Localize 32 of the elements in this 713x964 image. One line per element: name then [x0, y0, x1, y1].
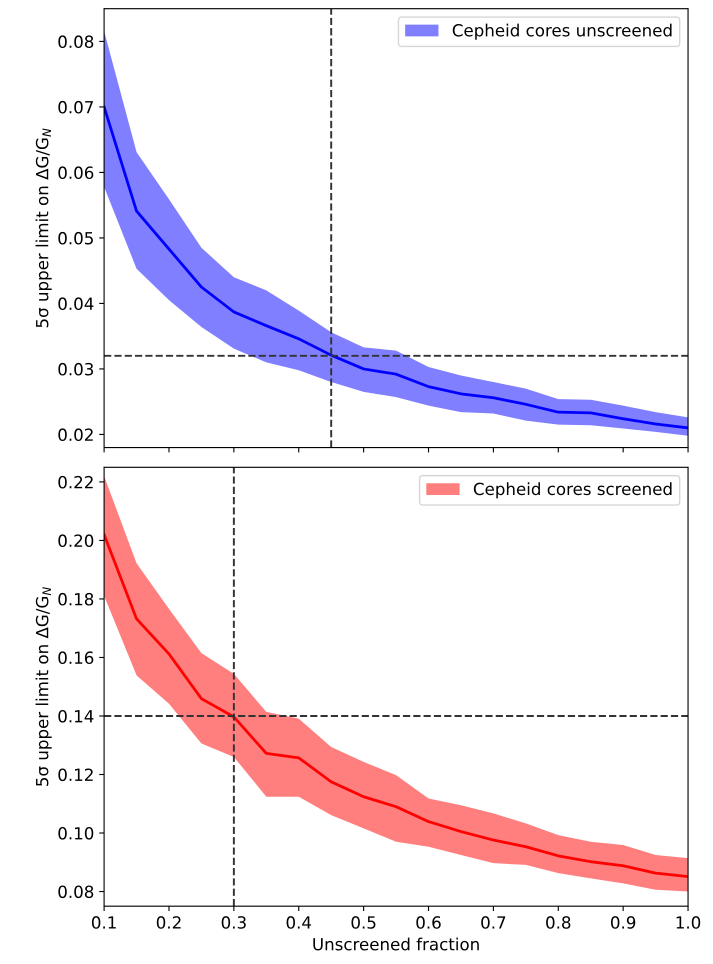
x-tick-label: 0.8 [546, 916, 570, 929]
legend-label: Cepheid cores screened [474, 482, 672, 498]
x-tick-label: 1.0 [676, 916, 700, 929]
y-tick-label: 0.06 [58, 166, 94, 179]
y-tick-label: 0.07 [58, 100, 93, 114]
x-tick-label: 0.7 [481, 916, 506, 929]
x-axis-title: Unscreened fraction [313, 938, 479, 950]
y-tick-label: 0.10 [58, 826, 94, 840]
y-tick-label: 0.05 [58, 232, 93, 245]
x-tick-label: 0.5 [351, 916, 376, 929]
y-tick-label: 0.22 [58, 476, 93, 488]
y-tick-label: 0.14 [58, 710, 94, 723]
x-tick-label: 0.1 [92, 916, 116, 929]
line-series [104, 106, 688, 430]
x-tick-label: 0.4 [286, 916, 312, 929]
x-tick-label: 0.6 [416, 916, 441, 929]
x-tick-label: 0.3 [222, 916, 246, 929]
y-tick-label: 0.20 [58, 534, 94, 548]
y-tick-label: 0.04 [58, 297, 94, 310]
y-tick-label: 0.12 [58, 768, 93, 782]
y-tick-label: 0.16 [58, 651, 94, 664]
y-axis-title: 5σ upper limit on ΔG/G$_{N}$ [36, 128, 52, 328]
x-tick-label: 0.9 [611, 916, 636, 929]
y-tick-label: 0.08 [58, 35, 94, 48]
y-tick-label: 0.02 [58, 428, 93, 442]
y-tick-label: 0.03 [58, 362, 94, 376]
x-tick-label: 0.2 [156, 916, 181, 929]
y-tick-label: 0.08 [58, 885, 94, 898]
y-axis-title: 5σ upper limit on ΔG/G$_{N}$ [36, 587, 52, 786]
legend-label: Cepheid cores unscreened [452, 24, 672, 40]
y-tick-label: 0.18 [58, 592, 94, 606]
line-series [104, 533, 688, 878]
